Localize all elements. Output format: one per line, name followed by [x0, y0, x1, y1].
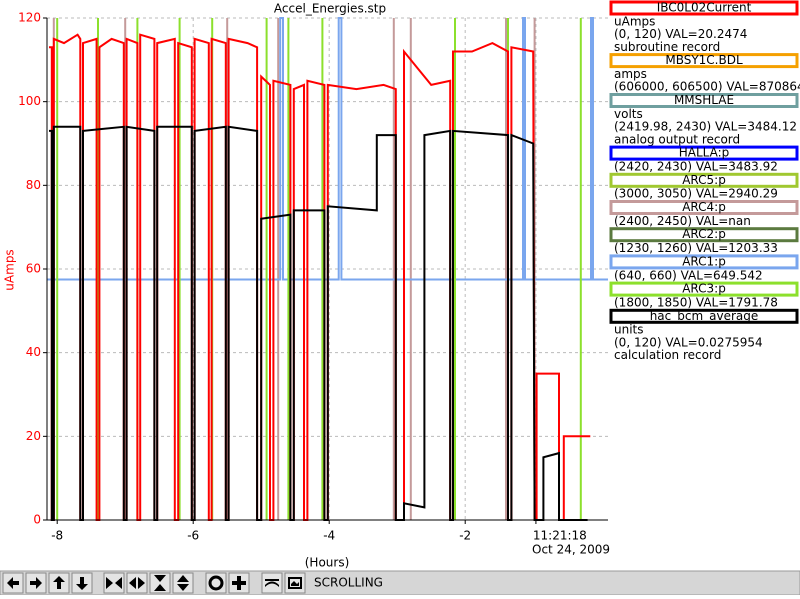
legend-info: (0, 120) VAL=20.2474 [614, 27, 747, 41]
icon [30, 577, 42, 589]
zoom-in-x-button[interactable] [103, 572, 125, 594]
y-tick-label: 40 [26, 345, 41, 359]
y-axis-label: uAmps [3, 249, 17, 290]
x-tick-label: 11:21:18 [533, 529, 587, 543]
legend-name: MMSHLAE [674, 93, 734, 107]
legend-header [609, 53, 799, 69]
legend-header [609, 200, 799, 215]
x-tick-label: -4 [323, 529, 335, 543]
legend-info: (2400, 2450) VAL=nan [614, 214, 751, 228]
zoom-out-x-button[interactable] [126, 572, 148, 594]
icon [154, 575, 166, 591]
icon [129, 577, 145, 589]
legend-header [609, 145, 799, 161]
legend-info: (640, 660) VAL=649.542 [614, 268, 763, 282]
legend-name: HALLA:p [679, 146, 730, 160]
plot-area: 0 20 40 60 80 100 120 -8 -6 -4 -2 11:21:18 [18, 11, 608, 543]
legend-units: volts [614, 107, 643, 121]
legend-name: hac_bcm_average [650, 309, 759, 323]
icon [106, 577, 122, 589]
y-tick-label: 120 [18, 11, 41, 25]
legend-info: (606000, 606500) VAL=870864 [614, 80, 800, 94]
date-label: Oct 24, 2009 [532, 543, 610, 557]
icon [232, 576, 246, 590]
icon [53, 576, 65, 589]
legend-name: ARC5:p [682, 173, 726, 187]
legend-name: ARC3:p [682, 282, 726, 296]
legend-info: (1800, 1850) VAL=1791.78 [614, 295, 778, 309]
y-tick-label: 80 [26, 178, 41, 192]
legend-description: calculation record [614, 348, 721, 362]
y-tick-label: 0 [33, 513, 41, 527]
icon [76, 577, 88, 590]
zoom-out-y-button[interactable] [172, 572, 194, 594]
icon [265, 579, 279, 587]
x-axis-label: (Hours) [305, 556, 350, 570]
legend-info: (3000, 3050) VAL=2940.29 [614, 187, 778, 201]
zoom-in-y-button[interactable] [149, 572, 171, 594]
legend-name: ARC4:p [682, 200, 726, 214]
y-tick-label: 100 [18, 94, 41, 108]
legend-name: IBC0L02Current [657, 1, 752, 15]
icon [288, 577, 302, 589]
x-tick-label: -8 [51, 529, 63, 543]
legend-header [609, 254, 799, 270]
legend-name: MBSY1C.BDL [665, 53, 743, 67]
icon [7, 577, 19, 589]
series-line [47, 17, 608, 281]
icon [208, 575, 224, 591]
legend-description: subroutine record [614, 40, 720, 54]
legend-units: uAmps [614, 14, 655, 28]
y-tick-label: 20 [26, 429, 41, 443]
x-tick-label: -2 [459, 529, 471, 543]
legend-header [609, 227, 799, 243]
legend-info: (0, 120) VAL=0.0275954 [614, 335, 763, 349]
x-tick-label: -6 [187, 529, 199, 543]
legend-header [609, 0, 799, 16]
legend-info: (2420, 2430) VAL=3483.92 [614, 159, 778, 173]
chart-title: Accel_Energies.stp [274, 2, 386, 16]
legend-info: (2419.98, 2430) VAL=3484.12 [614, 120, 797, 134]
legend-name: ARC2:p [682, 227, 726, 241]
legend-header [609, 93, 799, 108]
y-tick-label: 60 [26, 262, 41, 276]
legend-description: analog output record [614, 132, 740, 146]
legend-header [609, 308, 799, 324]
icon [177, 575, 189, 591]
legend-units: units [614, 323, 644, 337]
legend-header [609, 281, 799, 297]
legend-units: amps [614, 67, 647, 81]
legend-info: (1230, 1260) VAL=1203.33 [614, 241, 778, 255]
legend-header [609, 172, 799, 188]
status-label: SCROLLING [314, 576, 383, 590]
series-line [49, 125, 588, 521]
legend-name: ARC1:p [682, 254, 726, 268]
toolbar: SCROLLING [0, 570, 800, 596]
